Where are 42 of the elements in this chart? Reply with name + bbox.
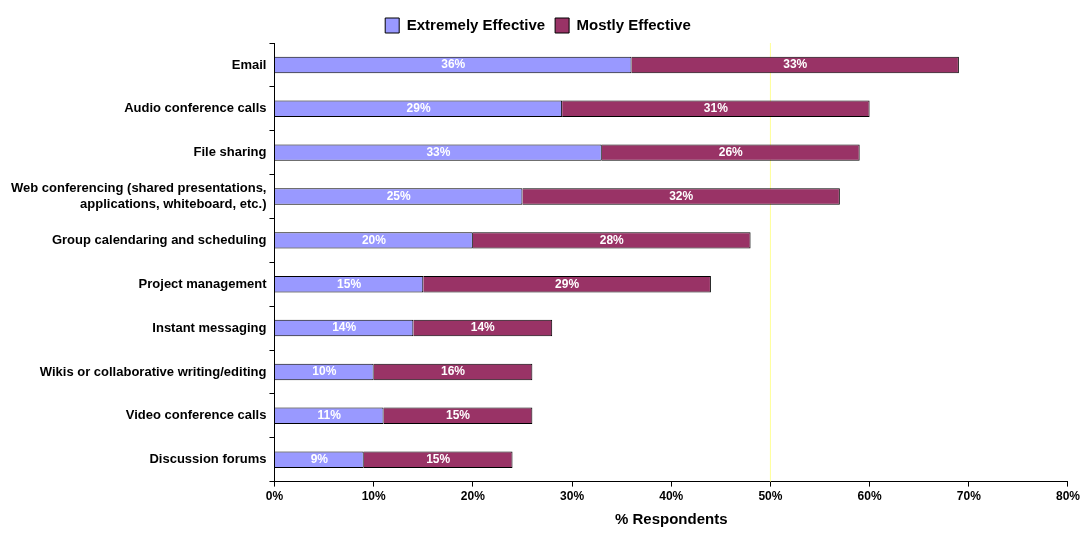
x-tick-label: 50%: [758, 489, 783, 504]
data-label: 14%: [332, 320, 357, 335]
x-tick-label: 80%: [1055, 489, 1081, 504]
data-label: 11%: [317, 408, 342, 423]
y-tick-label: Web conferencing (shared presentations, applications, whiteboard, etc.): [11, 180, 267, 211]
data-label: 25%: [386, 188, 412, 203]
data-label: 32%: [669, 188, 694, 203]
y-tick-label: Instant messaging: [152, 319, 267, 335]
data-label: 15%: [337, 276, 362, 291]
data-label: 15%: [445, 408, 471, 423]
data-label: 15%: [426, 451, 451, 466]
y-tick-label: Project management: [138, 275, 268, 291]
y-tick-label: Wikis or collaborative writing/editing: [39, 363, 267, 379]
data-label: 26%: [718, 144, 744, 159]
data-label: 9%: [310, 451, 329, 466]
legend-label: Extremely Effective: [406, 15, 546, 33]
y-tick-label: Video conference calls: [125, 407, 267, 423]
x-tick-label: 40%: [659, 489, 684, 504]
data-label: 20%: [361, 232, 387, 247]
legend-label: Mostly Effective: [576, 15, 691, 33]
data-label: 29%: [555, 276, 580, 291]
x-tick-label: 0%: [265, 489, 284, 504]
x-tick-label: 70%: [956, 489, 982, 504]
x-tick-label: 60%: [857, 489, 882, 504]
data-label: 29%: [406, 101, 431, 116]
x-axis-title: % Respondents: [614, 510, 728, 528]
y-tick-label: Audio conference calls: [124, 100, 267, 116]
data-label: 36%: [441, 57, 466, 72]
y-tick-label: File sharing: [193, 144, 267, 160]
x-tick-label: 30%: [560, 489, 585, 504]
x-tick-label: 20%: [460, 489, 486, 504]
data-label: 10%: [312, 364, 337, 379]
data-label: 31%: [703, 101, 729, 116]
data-label: 28%: [599, 232, 625, 247]
y-tick-label: Email: [231, 56, 267, 72]
y-tick-label: Discussion forums: [149, 451, 267, 467]
data-label: 33%: [426, 144, 451, 159]
data-label: 16%: [441, 364, 466, 379]
x-tick-label: 10%: [361, 489, 386, 504]
y-tick-label: Group calendaring and scheduling: [51, 231, 267, 247]
data-label: 14%: [470, 320, 496, 335]
data-label: 33%: [783, 57, 808, 72]
